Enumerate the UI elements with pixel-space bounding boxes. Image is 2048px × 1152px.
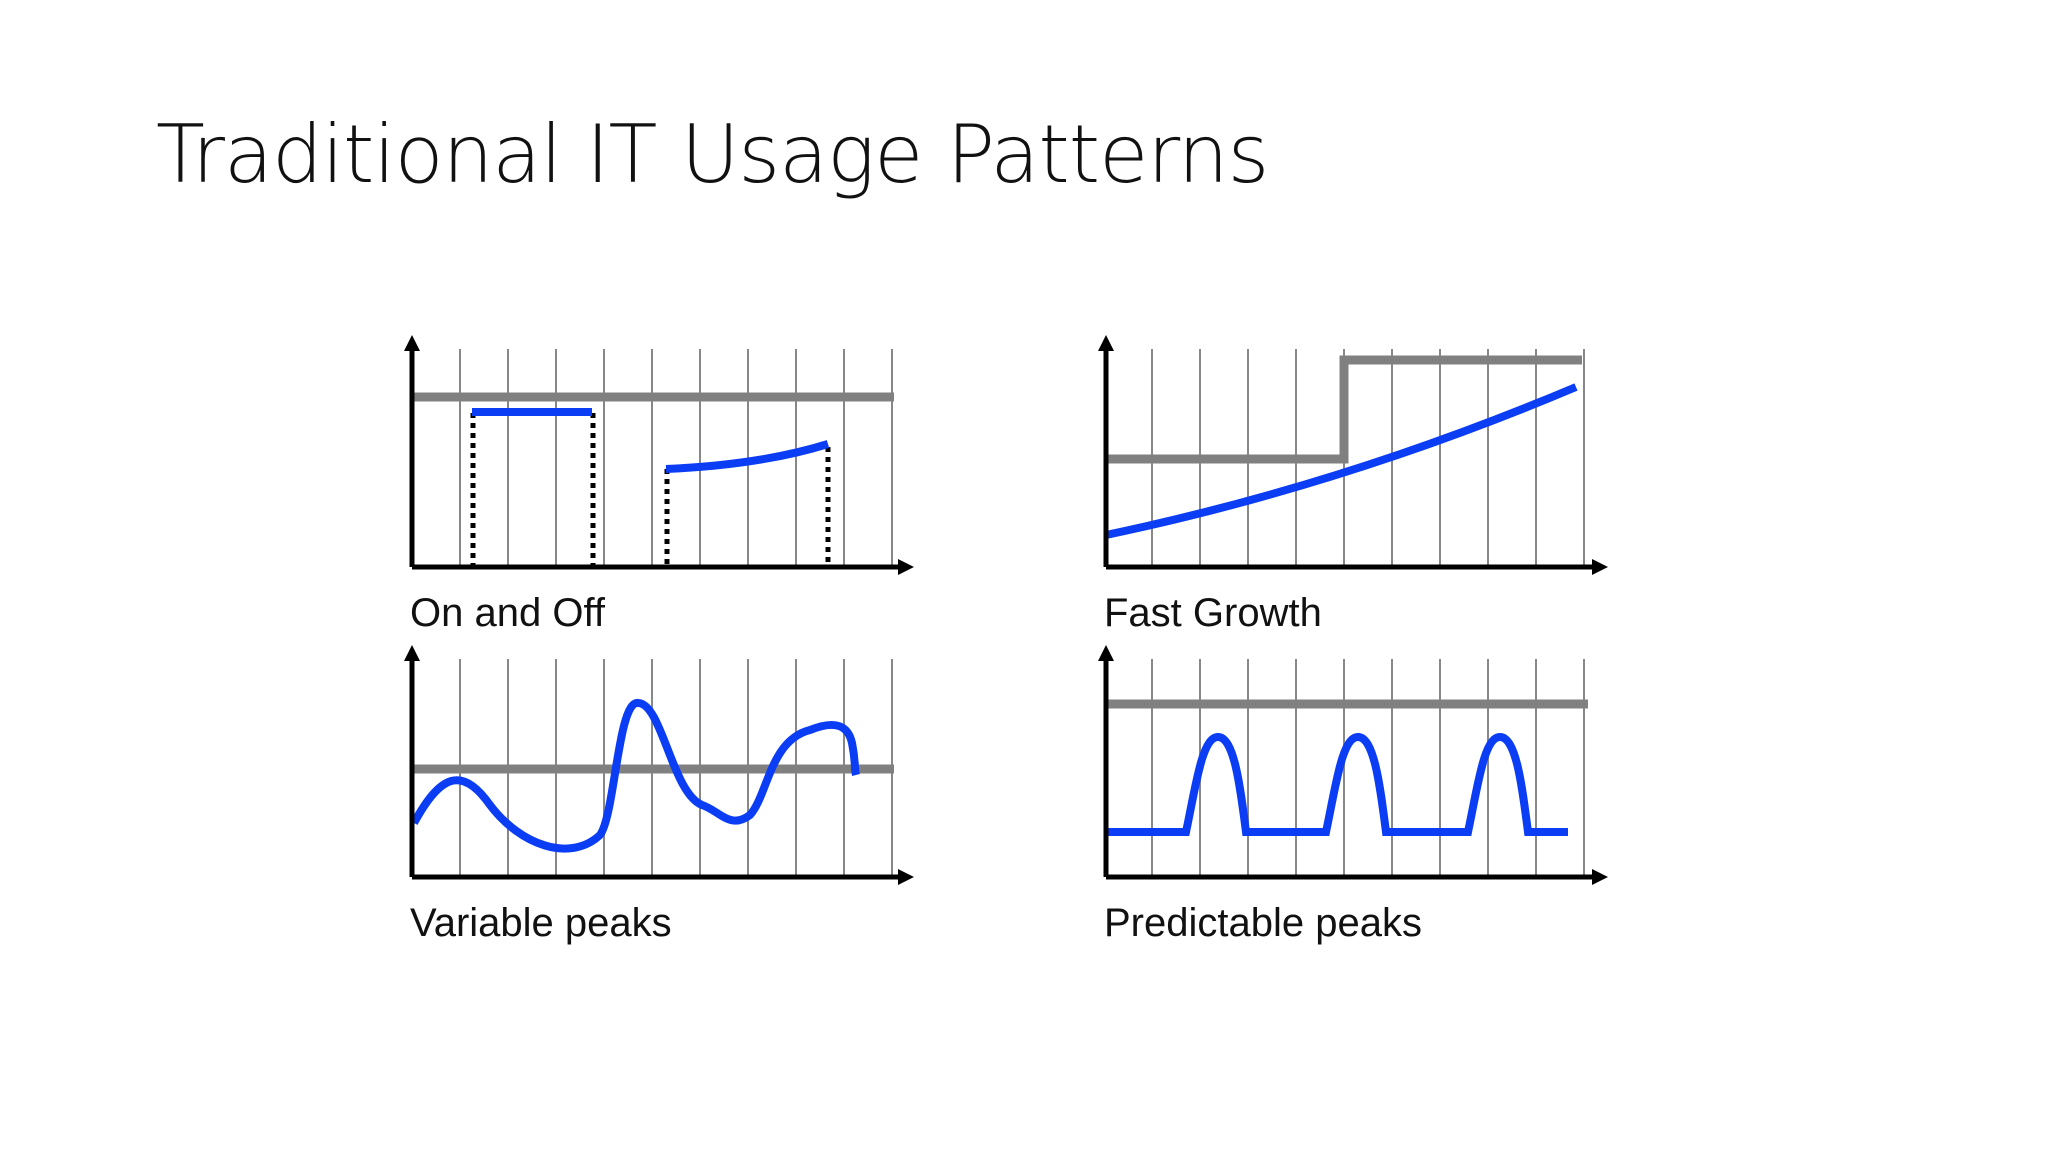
panel-on-off: On and Off <box>400 335 920 645</box>
predictable-peaks-diagram <box>1098 645 1608 885</box>
panel-predictable-peaks: Predictable peaks <box>1094 645 1614 955</box>
axes <box>1103 349 1594 570</box>
usage-growth-curve <box>1105 383 1578 539</box>
usage-predictable-curve <box>1108 732 1568 836</box>
axes <box>409 349 900 570</box>
caption-variable-peaks: Variable peaks <box>410 901 672 945</box>
slide-title: Traditional IT Usage Patterns <box>156 108 1269 201</box>
grid-lines <box>459 349 893 567</box>
panel-fast-growth: Fast Growth <box>1094 335 1614 645</box>
capacity-step-line <box>1106 355 1582 464</box>
fast-growth-diagram <box>1098 335 1608 575</box>
caption-on-off: On and Off <box>410 591 605 635</box>
y-axis-arrow-icon <box>1098 645 1114 661</box>
axes <box>409 659 900 880</box>
y-axis-arrow-icon <box>404 335 420 351</box>
usage-segment-2 <box>665 440 830 473</box>
on-off-diagram <box>404 335 914 575</box>
axes <box>1103 659 1594 880</box>
x-axis-arrow-icon <box>1592 869 1608 885</box>
y-axis-arrow-icon <box>404 645 420 661</box>
x-axis-arrow-icon <box>898 559 914 575</box>
caption-fast-growth: Fast Growth <box>1104 591 1322 635</box>
panel-variable-peaks: Variable peaks <box>400 645 920 955</box>
variable-peaks-diagram <box>404 645 914 885</box>
on-off-dotted-bounds <box>470 413 831 567</box>
x-axis-arrow-icon <box>1592 559 1608 575</box>
x-axis-arrow-icon <box>898 869 914 885</box>
caption-predictable-peaks: Predictable peaks <box>1104 901 1422 945</box>
usage-variable-curve <box>410 699 860 853</box>
y-axis-arrow-icon <box>1098 335 1114 351</box>
